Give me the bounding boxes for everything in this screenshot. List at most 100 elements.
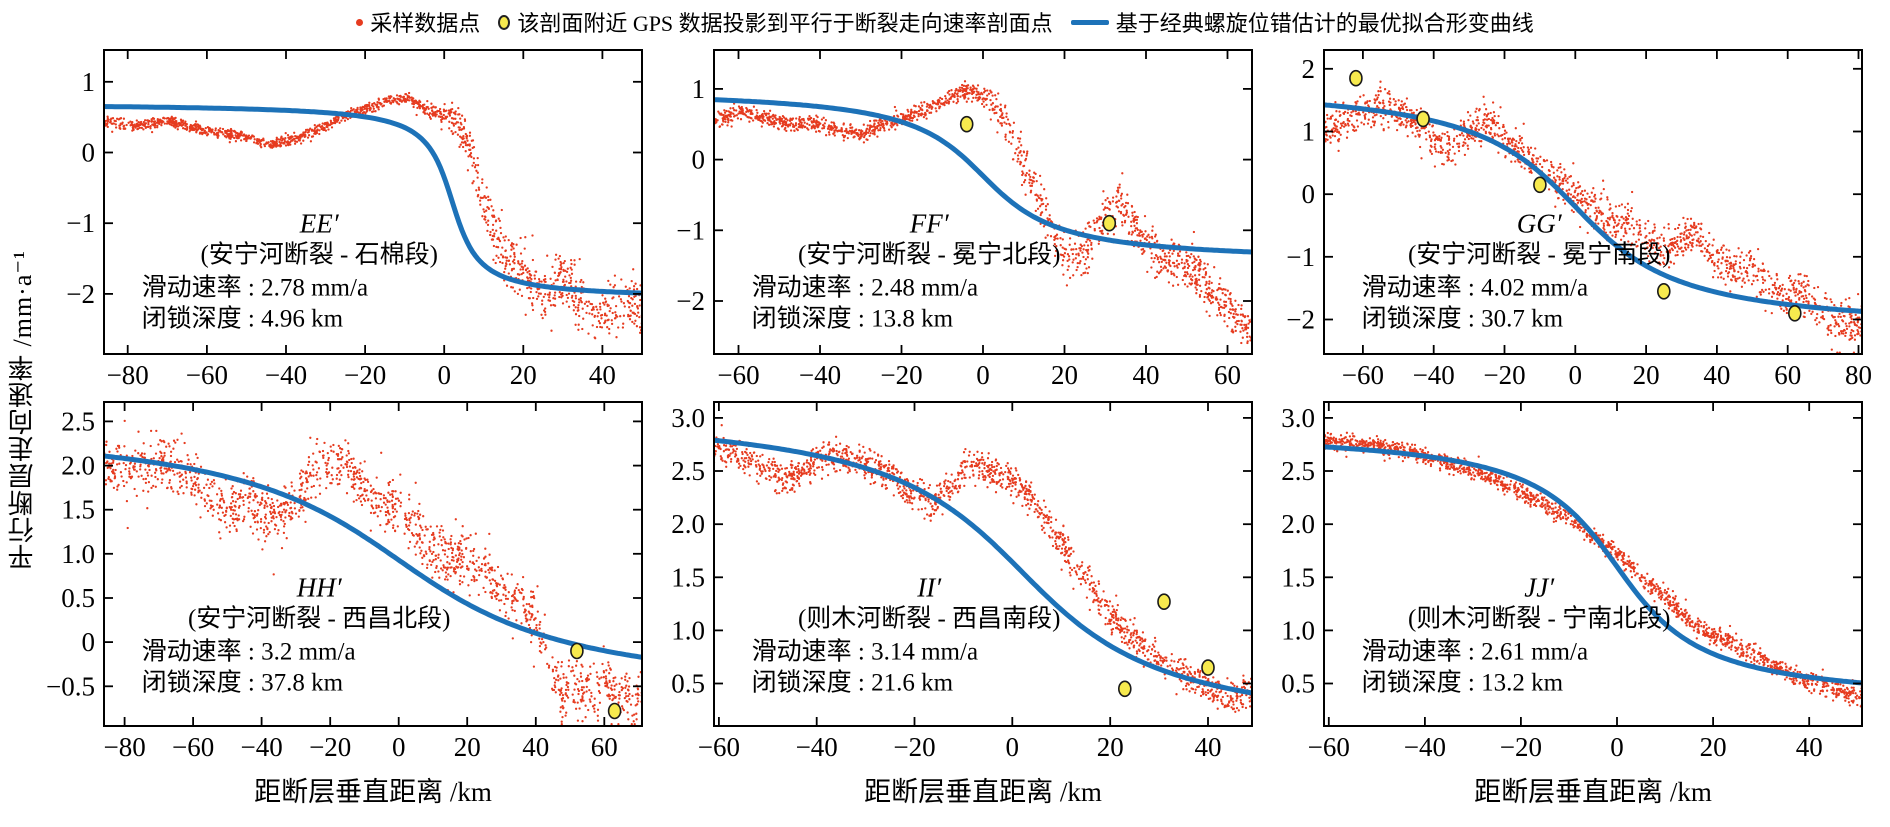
x-tick-label: −60 — [717, 360, 759, 390]
locking-depth-text: 闭锁深度 : 4.96 km — [142, 304, 344, 332]
gps-point — [1117, 680, 1132, 698]
locking-depth-text: 闭锁深度 : 13.8 km — [752, 304, 954, 332]
gps-point — [607, 702, 622, 720]
slip-rate-text: 滑动速率 : 2.48 mm/a — [752, 273, 978, 301]
locking-depth-text: 闭锁深度 : 37.8 km — [142, 668, 344, 696]
y-tick-label: −1 — [66, 208, 95, 238]
x-tick-label: −20 — [893, 732, 935, 762]
y-tick-label: −0.5 — [46, 671, 95, 701]
y-tick-label: 2.0 — [671, 509, 705, 539]
x-tick-label: −60 — [698, 732, 740, 762]
x-tick-label: 0 — [1610, 732, 1624, 762]
segment-label: (安宁河断裂 - 冕宁北段) — [798, 240, 1060, 268]
y-tick-label: 0 — [1302, 179, 1316, 209]
segment-label: (安宁河断裂 - 西昌北段) — [188, 604, 450, 632]
model-fit-curve — [104, 104, 642, 296]
x-axis-title-col3: 距断层垂直距离 /km — [1474, 777, 1712, 807]
y-tick-label: 2.5 — [61, 406, 95, 436]
y-tick-label: −2 — [66, 279, 95, 309]
slip-rate-text: 滑动速率 : 3.2 mm/a — [142, 637, 356, 665]
x-tick-label: 0 — [1006, 732, 1020, 762]
x-tick-label: −60 — [1342, 360, 1384, 390]
gps-point — [1102, 214, 1117, 232]
subplot-II-chart: −60 −40 −20 0 20 40 3.0 2.5 2.0 1.5 1.0 0.5 II′(则木河断… — [671, 401, 1253, 762]
x-tick-label: 20 — [1700, 732, 1727, 762]
locking-depth-text: 闭锁深度 : 13.2 km — [1362, 668, 1564, 696]
x-tick-label: −40 — [799, 360, 841, 390]
insar-scatter-points — [104, 91, 642, 340]
x-tick-label: −40 — [265, 360, 307, 390]
x-tick-label: −60 — [186, 360, 228, 390]
y-tick-label: 3.0 — [671, 403, 705, 433]
y-tick-label: 2 — [1302, 54, 1316, 84]
y-tick-label: 0.5 — [61, 583, 95, 613]
x-tick-label: −60 — [172, 732, 214, 762]
x-tick-label: −20 — [309, 732, 351, 762]
x-tick-label: 40 — [1195, 732, 1222, 762]
y-tick-label: 1 — [82, 67, 96, 97]
x-tick-label: −40 — [1404, 732, 1446, 762]
model-fit-curve — [714, 97, 1252, 255]
gps-point — [1157, 593, 1171, 610]
gps-point — [1349, 69, 1363, 87]
x-tick-label: −80 — [103, 732, 145, 762]
x-tick-label: 20 — [1051, 360, 1078, 390]
gps-point — [1656, 283, 1671, 300]
legend-samples-label: 采样数据点 — [370, 11, 481, 36]
y-tick-label: 2.5 — [1281, 456, 1315, 486]
segment-label: (则木河断裂 - 宁南北段) — [1408, 604, 1670, 632]
x-axis-titles: 距断层垂直距离 /km 距断层垂直距离 /km 距断层垂直距离 /km — [46, 770, 1876, 809]
segment-label: (安宁河断裂 - 石棉段) — [200, 240, 437, 268]
model-fit-curve — [1324, 444, 1862, 686]
y-tick-label: −1 — [1286, 242, 1315, 272]
x-tick-label: 20 — [1633, 360, 1660, 390]
subplot-grid: −80 −60 −40 −20 0 20 40 1 0 −1 −2 EE′ (安宁河断裂 - 石棉段) 滑… — [46, 40, 1876, 764]
y-tick-label: 0.5 — [671, 669, 705, 699]
slip-rate-text: 滑动速率 : 4.02 mm/a — [1362, 273, 1588, 301]
x-tick-label: −40 — [1413, 360, 1455, 390]
profile-label: JJ′ — [1524, 572, 1555, 602]
plot-box — [1323, 401, 1863, 727]
plot-box — [103, 401, 643, 727]
plot-box — [1323, 49, 1863, 355]
x-tick-label: 40 — [1703, 360, 1730, 390]
x-tick-label: −20 — [1483, 360, 1525, 390]
legend-item-model: 基于经典螺旋位错估计的最优拟合形变曲线 — [1070, 6, 1534, 38]
x-tick-label: 60 — [591, 732, 618, 762]
model-fit-curve — [1324, 102, 1862, 314]
profile-label: GG′ — [1517, 208, 1563, 238]
legend-gps-label: 该剖面附近 GPS 数据投影到平行于断裂走向速率剖面点 — [517, 11, 1053, 36]
profile-label: II′ — [916, 572, 942, 602]
x-tick-label: −20 — [1500, 732, 1542, 762]
subplot-JJ-chart: −60 −40 −20 0 20 40 3.0 2.5 2.0 1.5 1.0 0.5 JJ′(则木河断… — [1281, 401, 1863, 762]
x-tick-label: 0 — [437, 360, 451, 390]
fit-line-icon — [1070, 19, 1109, 25]
x-tick-label: −20 — [880, 360, 922, 390]
x-tick-label: 80 — [1845, 360, 1872, 390]
x-tick-label: 20 — [1097, 732, 1124, 762]
y-tick-label: 1.5 — [61, 495, 95, 525]
insar-scatter-points — [104, 419, 642, 726]
x-tick-label: −60 — [1308, 732, 1350, 762]
y-tick-label: 1.0 — [61, 539, 95, 569]
slip-rate-text: 滑动速率 : 3.14 mm/a — [752, 637, 978, 665]
figure-legend: 采样数据点 该剖面附近 GPS 数据投影到平行于断裂走向速率剖面点 基于经典螺旋… — [0, 6, 1890, 38]
locking-depth-text: 闭锁深度 : 21.6 km — [752, 668, 954, 696]
x-tick-label: −40 — [796, 732, 838, 762]
locking-depth-text: 闭锁深度 : 30.7 km — [1362, 304, 1564, 332]
slip-rate-text: 滑动速率 : 2.78 mm/a — [142, 273, 368, 301]
profile-label: HH′ — [296, 572, 343, 602]
x-tick-label: 0 — [392, 732, 406, 762]
y-tick-label: 3.0 — [1281, 403, 1315, 433]
x-tick-label: −20 — [344, 360, 386, 390]
y-axis-title: 平行断层走向速率 /mm·a⁻¹ — [8, 250, 37, 570]
x-tick-label: 60 — [1774, 360, 1801, 390]
y-tick-label: 1.0 — [1281, 615, 1315, 645]
profile-label: FF′ — [909, 208, 950, 238]
x-tick-label: −40 — [240, 732, 282, 762]
plot-box — [713, 401, 1253, 727]
sample-dot-icon — [356, 18, 364, 26]
x-tick-label: 40 — [522, 732, 549, 762]
x-axis-title-col2: 距断层垂直距离 /km — [864, 777, 1102, 807]
